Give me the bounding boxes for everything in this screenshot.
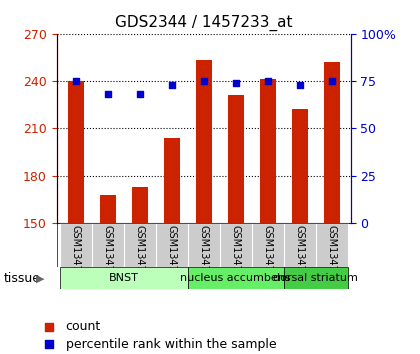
Text: percentile rank within the sample: percentile rank within the sample bbox=[66, 338, 276, 351]
Text: GSM134714: GSM134714 bbox=[103, 225, 113, 284]
Point bbox=[73, 78, 79, 84]
Text: GSM134719: GSM134719 bbox=[262, 225, 273, 284]
Bar bbox=[196, 61, 212, 223]
Text: GSM134713: GSM134713 bbox=[71, 225, 81, 284]
Bar bbox=[284, 267, 347, 289]
Bar bbox=[323, 62, 339, 223]
Point bbox=[232, 80, 239, 86]
Bar bbox=[228, 95, 244, 223]
Bar bbox=[188, 223, 220, 267]
Text: nucleus accumbens: nucleus accumbens bbox=[180, 273, 291, 283]
Point bbox=[136, 91, 143, 97]
Bar bbox=[164, 138, 180, 223]
Text: ▶: ▶ bbox=[36, 274, 44, 284]
Text: GSM134720: GSM134720 bbox=[294, 225, 304, 284]
Bar bbox=[252, 223, 284, 267]
Title: GDS2344 / 1457233_at: GDS2344 / 1457233_at bbox=[115, 15, 292, 31]
Bar bbox=[156, 223, 188, 267]
Point bbox=[296, 82, 303, 87]
Text: GSM134716: GSM134716 bbox=[167, 225, 177, 284]
Bar bbox=[68, 81, 84, 223]
Point bbox=[320, 100, 327, 105]
Point bbox=[105, 91, 111, 97]
Point bbox=[320, 261, 327, 267]
Bar bbox=[188, 267, 284, 289]
Bar bbox=[124, 223, 156, 267]
Point bbox=[328, 78, 335, 84]
Bar bbox=[132, 187, 148, 223]
Point bbox=[200, 78, 207, 84]
Text: BNST: BNST bbox=[109, 273, 139, 283]
Text: GSM134718: GSM134718 bbox=[231, 225, 241, 284]
Text: GSM134721: GSM134721 bbox=[326, 225, 336, 284]
Text: GSM134715: GSM134715 bbox=[135, 225, 145, 284]
Bar bbox=[220, 223, 252, 267]
Text: GSM134717: GSM134717 bbox=[199, 225, 209, 284]
Point bbox=[264, 78, 271, 84]
Bar bbox=[260, 79, 276, 223]
Bar bbox=[100, 195, 116, 223]
Bar bbox=[291, 109, 307, 223]
Bar bbox=[60, 267, 188, 289]
Bar bbox=[315, 223, 347, 267]
Point bbox=[168, 82, 175, 87]
Text: dorsal striatum: dorsal striatum bbox=[273, 273, 358, 283]
Text: count: count bbox=[66, 320, 101, 333]
Bar bbox=[92, 223, 124, 267]
Bar bbox=[284, 223, 315, 267]
Bar bbox=[60, 223, 92, 267]
Text: tissue: tissue bbox=[4, 273, 41, 285]
